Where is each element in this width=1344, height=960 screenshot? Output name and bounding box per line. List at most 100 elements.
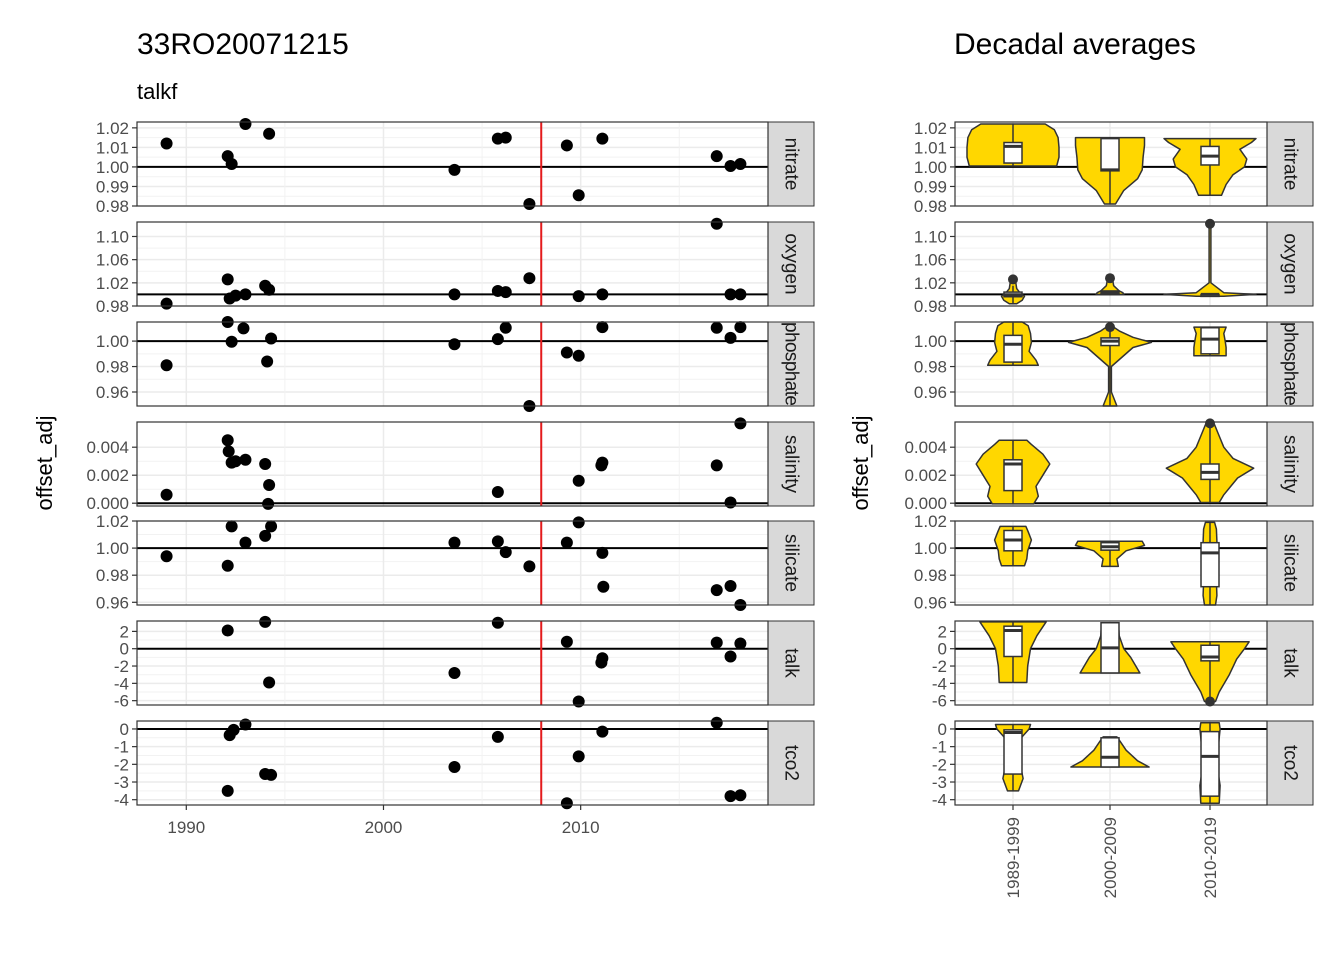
- y-tick-label: -6: [114, 692, 129, 711]
- iqr-box: [1200, 541, 1220, 588]
- facet-strip: [767, 321, 815, 407]
- y-tick-label: 1.02: [96, 512, 129, 531]
- data-point: [491, 333, 504, 346]
- data-point: [710, 584, 723, 597]
- data-point: [239, 453, 252, 466]
- panel-border: [136, 520, 769, 606]
- x-tick-label: 1989-1999: [1004, 817, 1023, 898]
- violin-2010-2019: [1199, 722, 1221, 804]
- x-tick-label: 2000: [365, 818, 403, 837]
- y-tick-label: 0.004: [904, 438, 947, 457]
- data-point: [734, 637, 747, 650]
- panel-border: [954, 620, 1268, 706]
- y-tick-label: 0.98: [96, 297, 129, 316]
- y-tick-label: 0.96: [914, 593, 947, 612]
- data-point: [265, 768, 278, 781]
- facet-strip-label: phosphate: [1280, 322, 1301, 406]
- data-point: [491, 616, 504, 629]
- facet-strip: [1266, 620, 1314, 706]
- y-tick-label: 2: [938, 622, 947, 641]
- data-point: [597, 580, 610, 593]
- data-point: [724, 288, 737, 301]
- iqr-box: [1003, 625, 1023, 658]
- data-point: [259, 615, 272, 628]
- outlier-point: [1205, 418, 1215, 429]
- facet-strip-label: nitrate: [1280, 138, 1301, 191]
- y-tick-label: 0.002: [904, 466, 947, 485]
- y-tick-label: 0.98: [914, 297, 947, 316]
- y-tick-label: -4: [114, 791, 129, 810]
- data-point: [239, 288, 252, 301]
- data-point: [523, 272, 536, 285]
- violin-2010-2019: [1193, 326, 1227, 357]
- facet-strip-label: talk: [1280, 648, 1301, 678]
- data-point: [560, 635, 573, 648]
- y-tick-label: 0.98: [96, 566, 129, 585]
- facet-strip-label: nitrate: [781, 138, 802, 191]
- data-point: [572, 189, 585, 202]
- data-point: [724, 331, 737, 344]
- data-point: [499, 546, 512, 559]
- violin-1989-1999: [986, 321, 1040, 367]
- y-tick-label: 0.004: [86, 438, 129, 457]
- y-tick-label: 0.000: [904, 494, 947, 513]
- data-point: [225, 158, 238, 170]
- data-point: [710, 321, 723, 334]
- facet-strip: [767, 520, 815, 606]
- data-point: [229, 455, 242, 468]
- facet-strip: [767, 720, 815, 806]
- y-tick-label: 0.98: [914, 197, 947, 216]
- violin-2010-2019: [1163, 137, 1257, 197]
- panel-border: [136, 421, 769, 507]
- violin-2010-2019: [1163, 218, 1257, 298]
- data-point: [499, 286, 512, 299]
- y-tick-label: 0.96: [96, 593, 129, 612]
- chart-title: 33RO20071215: [137, 28, 349, 61]
- data-point: [596, 546, 609, 559]
- violin-panel-oxygen: 0.98 1.02 1.06 1.10 oxygen: [914, 218, 1314, 316]
- decadal-title: Decadal averages: [954, 28, 1196, 61]
- x-tick-label: 1990: [167, 818, 205, 837]
- data-point: [710, 459, 723, 472]
- violin-panel-tco2: -4-3-2-10 tco2: [932, 720, 1314, 810]
- y-tick-label: 1.00: [96, 539, 129, 558]
- facet-strip: [1266, 321, 1314, 407]
- y-tick-label: 0: [120, 720, 129, 739]
- points-group: [160, 217, 747, 310]
- violin-1989-1999: [979, 621, 1047, 684]
- facet-strip: [767, 620, 815, 706]
- data-point: [237, 322, 250, 335]
- data-point: [225, 520, 238, 533]
- scatter-panel-nitrate: 0.980.991.001.011.02 nitrate: [96, 117, 815, 216]
- x-tick-label: 2010: [562, 818, 600, 837]
- data-point: [572, 516, 585, 529]
- y-tick-label: 1.01: [914, 138, 947, 157]
- y-tick-label: 1.06: [914, 251, 947, 270]
- data-point: [160, 137, 173, 150]
- y-tick-label: -3: [932, 773, 947, 792]
- y-tick-label: 0.98: [96, 197, 129, 216]
- y-tick-label: 2: [120, 622, 129, 641]
- violin-2000-2009: [1074, 136, 1146, 205]
- data-point: [222, 445, 235, 458]
- iqr-box: [1003, 334, 1023, 363]
- iqr-box: [1003, 729, 1023, 775]
- data-point: [259, 458, 272, 470]
- data-point: [560, 139, 573, 152]
- data-point: [572, 290, 585, 303]
- data-point: [448, 536, 461, 549]
- data-point: [448, 288, 461, 301]
- facet-strip: [767, 421, 815, 507]
- panel-border: [954, 121, 1268, 207]
- data-point: [710, 217, 723, 230]
- y-tick-label: -1: [114, 738, 129, 757]
- data-point: [221, 559, 234, 572]
- iqr-box: [1100, 137, 1120, 172]
- data-point: [491, 730, 504, 743]
- data-point: [448, 163, 461, 176]
- data-point: [724, 159, 737, 172]
- outlier-point: [1008, 274, 1018, 285]
- data-point: [239, 536, 252, 549]
- points-group: [221, 716, 747, 810]
- iqr-box: [1200, 326, 1220, 355]
